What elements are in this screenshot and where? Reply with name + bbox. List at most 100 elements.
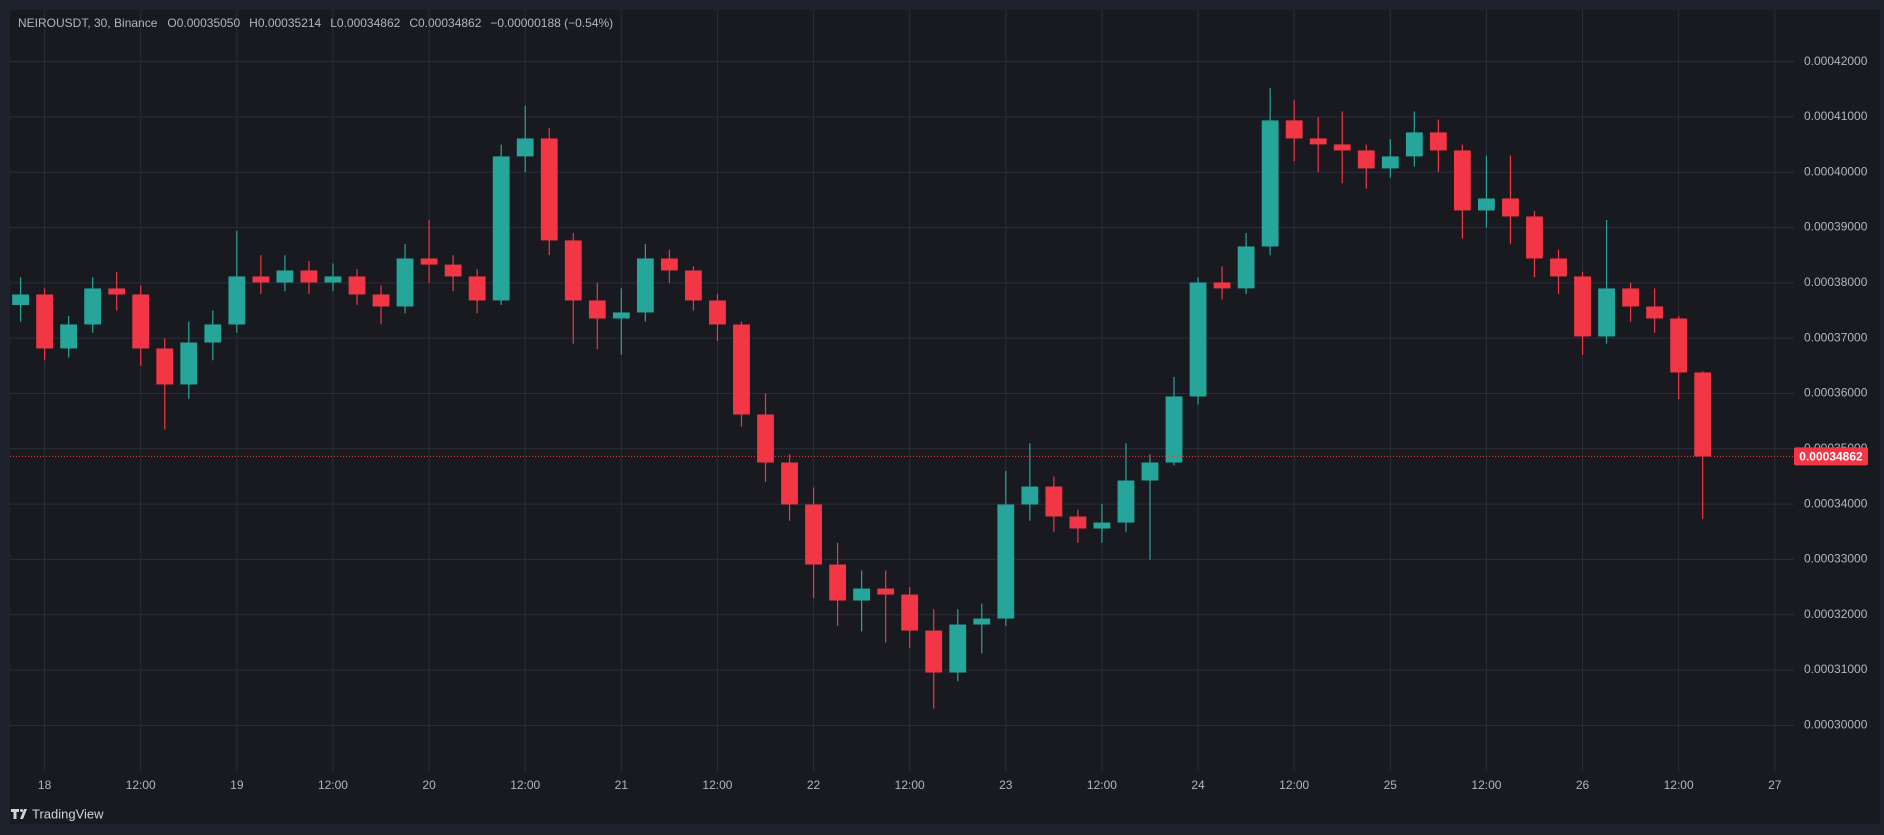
candle-body: [492, 156, 510, 301]
candle-body: [925, 630, 943, 673]
candle-body: [204, 324, 222, 343]
candle-body: [468, 276, 486, 301]
x-tick-label: 12:00: [510, 778, 540, 792]
y-tick-label: 0.00039000: [1804, 220, 1868, 234]
candle-body: [228, 276, 246, 325]
ohlc-label: L: [330, 16, 337, 30]
x-tick-label: 12:00: [1087, 778, 1117, 792]
x-tick-label: 12:00: [702, 778, 732, 792]
candle-body: [1117, 480, 1135, 523]
candle-body: [1622, 288, 1640, 307]
axes: 0.00030000 0.00031000 0.00032000 0.00033000…: [38, 54, 1868, 792]
x-tick-label: 18: [38, 778, 52, 792]
x-tick-label: 12:00: [126, 778, 156, 792]
candle-body: [564, 240, 582, 301]
x-tick-label: 12:00: [1471, 778, 1501, 792]
candle-body: [1069, 516, 1087, 529]
ohlc-value: 0.00034862: [418, 16, 482, 30]
candle-body: [949, 624, 967, 673]
candle-body: [420, 258, 438, 265]
candle-body: [709, 300, 726, 325]
ohlc-label: C: [409, 16, 418, 30]
candle-body: [1694, 372, 1712, 457]
logo: [11, 809, 27, 819]
candle-body: [853, 588, 871, 601]
candle-body: [1357, 150, 1375, 169]
candle-body: [805, 504, 822, 565]
x-tick-label: 12:00: [1279, 778, 1309, 792]
brand: TradingView: [32, 806, 104, 821]
candle-body: [829, 564, 847, 601]
candle-body: [180, 342, 198, 385]
candle-body: [84, 288, 102, 325]
candle-body: [1574, 276, 1591, 337]
candle-body: [685, 270, 702, 301]
candle-body: [877, 588, 895, 595]
x-tick-label: 24: [1191, 778, 1205, 792]
candles: [10, 87, 1794, 709]
candle-body: [1381, 156, 1399, 169]
candle-body: [636, 258, 654, 313]
candle-body: [612, 312, 630, 319]
y-tick-label: 0.00030000: [1804, 718, 1868, 732]
x-tick-label: 25: [1384, 778, 1398, 792]
symbol: NEIROUSDT, 30, Binance: [18, 16, 158, 30]
candle-body: [1646, 306, 1664, 319]
candle-body: [1670, 318, 1688, 373]
y-tick-label: 0.00037000: [1804, 330, 1868, 344]
ohlc-value: 0.00035214: [258, 16, 322, 30]
candle-body: [516, 138, 534, 157]
candle-body: [588, 300, 606, 319]
x-tick-label: 21: [615, 778, 629, 792]
x-tick-label: 27: [1768, 778, 1782, 792]
y-tick-label: 0.00038000: [1804, 275, 1868, 289]
candle-body: [12, 294, 29, 305]
footer: TradingView: [11, 806, 104, 821]
candle-body: [324, 276, 342, 283]
candle-body: [252, 276, 270, 283]
price-axis-area: [1794, 10, 1880, 771]
candle-body: [1502, 198, 1519, 217]
candle-body: [757, 414, 774, 463]
x-tick-label: 22: [807, 778, 821, 792]
last-price-tag: [1794, 447, 1868, 466]
y-tick-label: 0.00032000: [1804, 607, 1868, 621]
candle-body: [396, 258, 414, 307]
candle-body: [36, 294, 54, 349]
candle-body: [997, 504, 1015, 619]
candle-body: [348, 276, 366, 295]
candle-body: [1285, 120, 1303, 139]
ohlc-label: O: [167, 16, 176, 30]
last-price-label: 0.00034862: [1799, 450, 1863, 464]
candle-body: [1093, 522, 1111, 529]
plot-area: [10, 10, 1794, 771]
candle-body: [108, 288, 126, 295]
x-tick-label: 12:00: [895, 778, 925, 792]
candle-body: [1598, 288, 1615, 337]
x-tick-label: 12:00: [318, 778, 348, 792]
candle-body: [276, 270, 294, 283]
candle-body: [1429, 132, 1447, 151]
candle-body: [733, 324, 750, 415]
x-tick-label: 19: [230, 778, 244, 792]
candle-body: [132, 294, 150, 349]
y-tick-label: 0.00040000: [1804, 164, 1868, 178]
candle-body: [1550, 258, 1567, 277]
ohlc-label: H: [249, 16, 258, 30]
ohlc-value: 0.00035050: [177, 16, 241, 30]
legend-header: NEIROUSDT, 30, Binance O 0.00035050 H 0.000…: [18, 16, 613, 30]
candle-body: [300, 270, 318, 283]
candle-body: [973, 618, 991, 625]
candle-body: [1189, 282, 1207, 397]
candle-body: [1237, 246, 1255, 289]
x-tick-label: 23: [999, 778, 1013, 792]
candle-body: [660, 258, 678, 271]
y-tick-label: 0.00031000: [1804, 662, 1868, 676]
grid: [10, 10, 1794, 771]
candle-body: [1261, 120, 1279, 247]
candle-body: [1021, 486, 1039, 505]
time-axis-area: [10, 771, 1880, 824]
candle-body: [901, 594, 919, 631]
change: −0.00000188 (−0.54%): [490, 16, 613, 30]
